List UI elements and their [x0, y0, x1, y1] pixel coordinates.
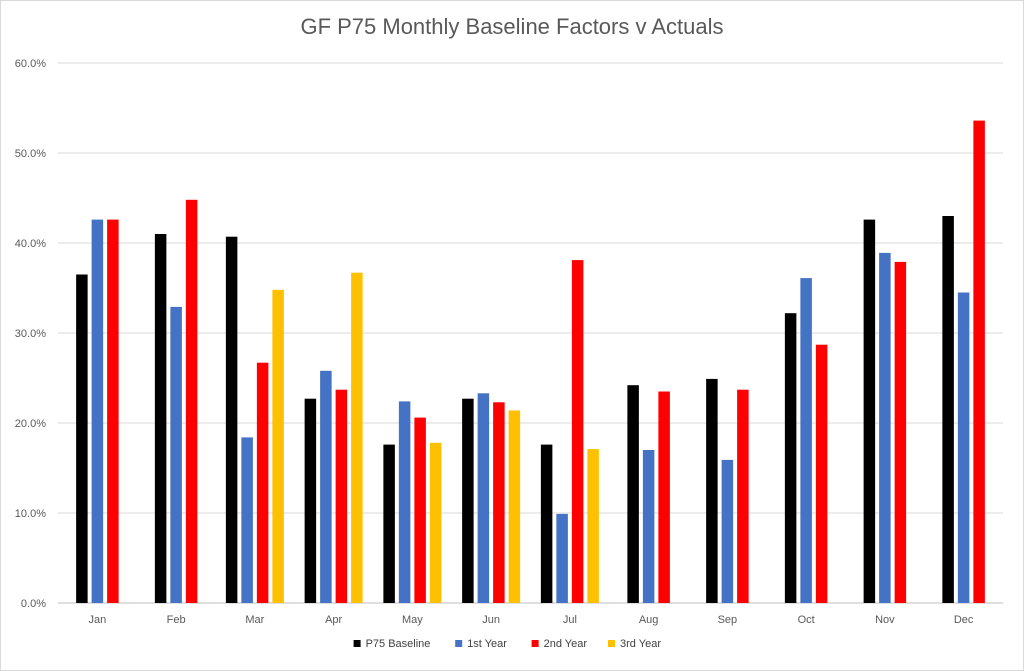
legend-swatch — [531, 640, 539, 647]
bar-p75-baseline-jun — [462, 398, 474, 603]
bar-2nd-year-apr — [335, 389, 348, 603]
y-tick-label: 0.0% — [21, 598, 46, 610]
bar-1st-year-jun — [477, 393, 490, 603]
x-tick-label: Apr — [325, 614, 342, 626]
bar-1st-year-mar — [241, 437, 253, 603]
bar-1st-year-sep — [721, 459, 734, 603]
bar-p75-baseline-feb — [154, 234, 167, 603]
bars — [76, 120, 985, 604]
chart-title: GF P75 Monthly Baseline Factors v Actual… — [300, 14, 724, 39]
y-tick-label: 30.0% — [15, 328, 46, 340]
bar-2nd-year-mar — [256, 362, 269, 603]
legend-swatch — [353, 640, 361, 647]
bar-p75-baseline-apr — [304, 398, 317, 603]
legend: P75 Baseline 1st Year 2nd Year 3rd Year — [353, 638, 661, 650]
bar-2nd-year-jun — [493, 402, 505, 603]
x-tick-label: Mar — [245, 614, 264, 626]
x-tick-label: Aug — [639, 614, 659, 626]
bar-p75-baseline-aug — [627, 385, 639, 603]
y-tick-label: 50.0% — [15, 148, 46, 160]
bar-1st-year-may — [398, 401, 411, 603]
bar-2nd-year-sep — [737, 389, 749, 603]
x-tick-label: Oct — [798, 614, 815, 626]
legend-label: P75 Baseline — [366, 638, 431, 650]
gridlines — [58, 62, 1003, 604]
bar-p75-baseline-jan — [76, 274, 88, 603]
bar-1st-year-aug — [642, 450, 655, 603]
x-tick-label: Jul — [563, 614, 577, 626]
bar-2nd-year-jan — [107, 219, 119, 603]
bar-3rd-year-jun — [508, 410, 521, 603]
bar-1st-year-jul — [556, 513, 568, 603]
legend-label: 2nd Year — [544, 638, 588, 650]
bar-1st-year-oct — [800, 278, 812, 603]
y-tick-label: 20.0% — [15, 418, 46, 430]
bar-1st-year-jan — [91, 219, 104, 603]
bar-1st-year-apr — [320, 370, 332, 603]
bar-p75-baseline-may — [383, 444, 395, 603]
bar-2nd-year-may — [414, 417, 426, 603]
bar-2nd-year-oct — [815, 344, 828, 603]
bar-1st-year-feb — [170, 306, 182, 603]
x-tick-label: Nov — [875, 614, 895, 626]
bar-3rd-year-mar — [272, 289, 284, 603]
bar-p75-baseline-nov — [863, 219, 876, 603]
bar-2nd-year-dec — [973, 120, 985, 603]
bar-1st-year-dec — [957, 292, 970, 603]
bar-p75-baseline-jul — [540, 444, 553, 603]
bar-2nd-year-jul — [571, 260, 584, 603]
y-tick-label: 10.0% — [15, 508, 46, 520]
legend-label: 3rd Year — [620, 638, 661, 650]
legend-swatch — [608, 640, 615, 647]
x-tick-label: May — [402, 614, 423, 626]
x-axis-ticks: Jan Feb Mar Apr May Jun Jul Aug Sep Oct Nov Dec — [89, 614, 974, 626]
x-tick-label: Jun — [482, 614, 500, 626]
x-tick-label: Sep — [718, 614, 738, 626]
bar-p75-baseline-sep — [706, 378, 718, 603]
y-axis-ticks: 0.0% 10.0% 20.0% 30.0% 40.0% 50.0% 60.0% — [15, 58, 46, 610]
y-tick-label: 60.0% — [15, 58, 46, 70]
y-tick-label: 40.0% — [15, 238, 46, 250]
bar-2nd-year-aug — [658, 391, 670, 603]
bar-p75-baseline-dec — [942, 216, 954, 603]
x-tick-label: Feb — [167, 614, 186, 626]
bar-2nd-year-nov — [894, 261, 907, 603]
bar-p75-baseline-oct — [784, 313, 797, 603]
bar-p75-baseline-mar — [225, 236, 238, 603]
x-tick-label: Jan — [89, 614, 107, 626]
bar-2nd-year-feb — [185, 199, 198, 604]
x-tick-label: Dec — [954, 614, 974, 626]
legend-label: 1st Year — [467, 638, 507, 650]
bar-3rd-year-apr — [351, 272, 363, 603]
bar-3rd-year-may — [429, 442, 442, 603]
bar-1st-year-nov — [879, 252, 891, 603]
legend-swatch — [455, 640, 463, 647]
bar-3rd-year-jul — [587, 449, 599, 603]
